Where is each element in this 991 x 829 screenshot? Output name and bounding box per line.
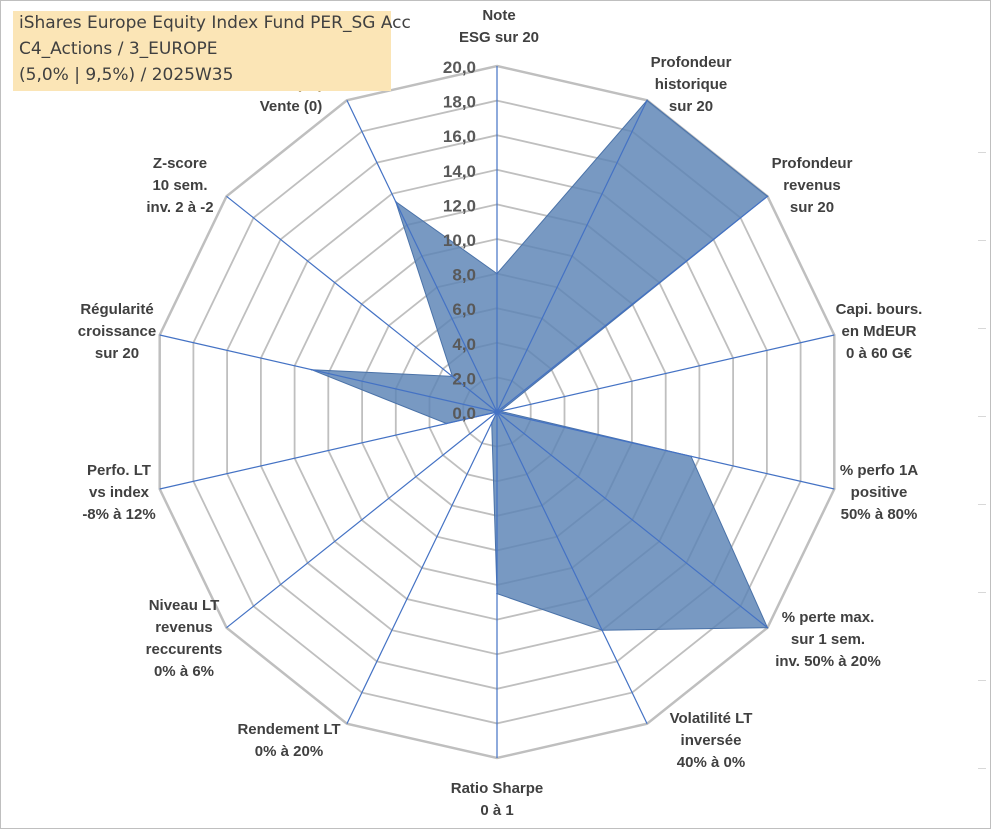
radar-spoke [496, 411, 648, 724]
radar-tick-label: 20,0 [443, 58, 476, 77]
radar-spoke [226, 411, 498, 629]
radar-axis-label: Profondeur historique sur 20 [651, 54, 732, 115]
chart-title-line-3: (5,0% | 9,5%) / 2025W35 [19, 65, 234, 85]
edge-mark [978, 592, 986, 593]
radar-axis-label: Volatilité LT inversée 40% à 0% [670, 710, 753, 771]
edge-mark [978, 680, 986, 681]
radar-axis-label: Z-score 10 sem. inv. 2 à -2 [146, 155, 213, 216]
radar-tick-label: 0,0 [452, 404, 476, 423]
radar-tick-label: 10,0 [443, 231, 476, 250]
radar-tick-label: 12,0 [443, 196, 476, 215]
edge-mark [978, 328, 986, 329]
radar-spoke [346, 100, 498, 413]
chart-title-line-2: C4_Actions / 3_EUROPE [19, 39, 218, 59]
radar-tick-label: 4,0 [452, 335, 476, 354]
edge-mark [978, 768, 986, 769]
radar-spoke [496, 411, 835, 490]
radar-spoke [346, 411, 498, 724]
radar-axis-label: Note ESG sur 20 [459, 7, 539, 46]
radar-spoke [496, 411, 768, 629]
radar-tick-label: 16,0 [443, 127, 476, 146]
radar-tick-label: 18,0 [443, 93, 476, 112]
radar-spoke [496, 100, 648, 413]
radar-spoke [226, 195, 498, 413]
radar-tick-labels: 0,0 2,0 4,0 6,0 8,0 10,0 12,0 14,0 16,0 18,0 20,0 [443, 58, 476, 423]
edge-mark [978, 240, 986, 241]
chart-title-line-1: iShares Europe Equity Index Fund PER_SG … [19, 13, 411, 33]
radar-tick-label: 8,0 [452, 266, 476, 285]
radar-axis-labels: Note ESG sur 20 Profondeur historique sur 20… [78, 7, 923, 819]
radar-axis-label: % perfo 1A positive 50% à 80% [840, 462, 919, 523]
radar-axis-label: Profondeur revenus sur 20 [772, 155, 853, 216]
chart-title-box [13, 11, 391, 91]
radar-spokes [159, 66, 835, 758]
radar-tick-label: 14,0 [443, 162, 476, 181]
radar-spoke [159, 411, 498, 490]
radar-tick-label: 2,0 [452, 369, 476, 388]
edge-mark [978, 504, 986, 505]
edge-mark [978, 152, 986, 153]
radar-axis-label: Régularité croissance sur 20 [78, 301, 156, 362]
radar-spoke [496, 334, 835, 413]
radar-axis-label: Capi. bours. en MdEUR 0 à 60 G€ [836, 301, 923, 362]
radar-axis-label: Perfo. LT vs index -8% à 12% [82, 462, 155, 523]
radar-axis-label: Ratio Sharpe 0 à 1 [451, 780, 544, 819]
radar-axis-label: Niveau LT revenus reccurents 0% à 6% [146, 597, 223, 680]
radar-tick-label: 6,0 [452, 300, 476, 319]
radar-axis-label: Rendement LT 0% à 20% [237, 721, 340, 760]
edge-mark [978, 416, 986, 417]
radar-axis-label: % perte max. sur 1 sem. inv. 50% à 20% [775, 609, 881, 670]
radar-spoke [496, 195, 768, 413]
radar-spoke [159, 334, 498, 413]
